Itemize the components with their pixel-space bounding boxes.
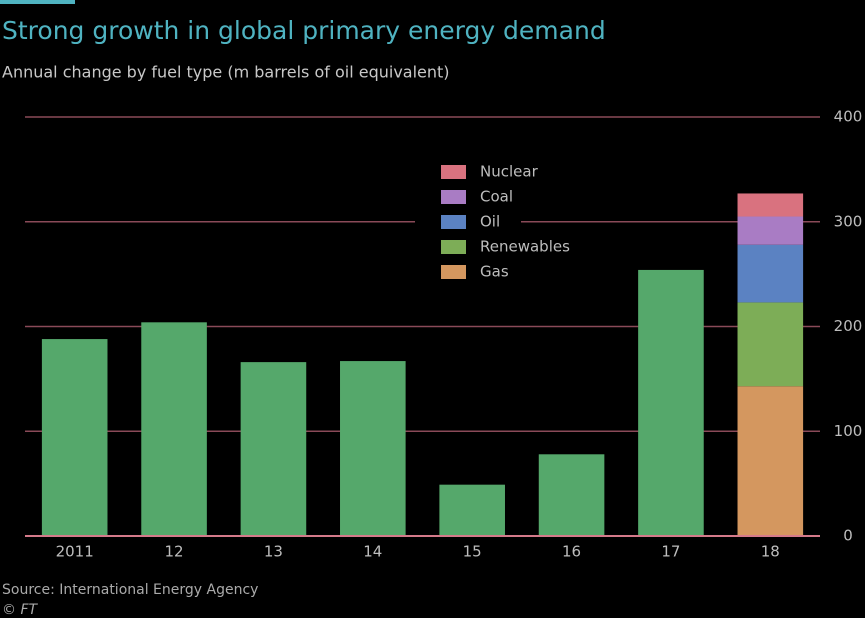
y-tick-label: 100 (834, 422, 863, 440)
bar-segment (737, 302, 804, 387)
y-tick-label: 400 (834, 108, 863, 126)
accent-bar (0, 0, 75, 4)
legend-label: Coal (480, 188, 513, 206)
x-tick-label: 14 (363, 543, 382, 561)
chart-subtitle: Annual change by fuel type (m barrels of… (2, 63, 450, 82)
bar (340, 361, 406, 536)
y-tick-label: 200 (834, 317, 863, 335)
x-tick-label: 13 (264, 543, 283, 561)
x-tick-label: 15 (463, 543, 482, 561)
legend-swatch (441, 265, 466, 279)
x-tick-label: 17 (661, 543, 680, 561)
legend-swatch (441, 190, 466, 204)
source: Source: International Energy Agency (2, 582, 258, 598)
x-tick-label: 16 (562, 543, 581, 561)
legend-label: Gas (480, 263, 509, 281)
legend-label: Oil (480, 213, 500, 231)
bar (41, 339, 108, 536)
legend-swatch (441, 240, 466, 254)
legend-swatch (441, 215, 466, 229)
x-tick-label: 18 (761, 543, 780, 561)
legend-label: Nuclear (480, 163, 539, 181)
bar (141, 322, 207, 536)
y-tick-label: 0 (843, 527, 853, 545)
chart-title: Strong growth in global primary energy d… (2, 16, 606, 45)
bar-segment (737, 386, 804, 536)
legend-background (415, 158, 521, 286)
y-tick-label: 300 (834, 212, 863, 230)
bar (538, 454, 605, 536)
bar (638, 269, 704, 536)
x-tick-label: 2011 (56, 543, 94, 561)
bar-segment (737, 244, 804, 303)
bar (439, 484, 505, 536)
legend-label: Renewables (480, 238, 570, 256)
bar (240, 362, 307, 536)
credit: © FT (2, 602, 39, 618)
bar-segment (737, 193, 804, 217)
x-tick-label: 12 (165, 543, 184, 561)
bar-segment (737, 216, 804, 245)
legend-swatch (441, 165, 466, 179)
